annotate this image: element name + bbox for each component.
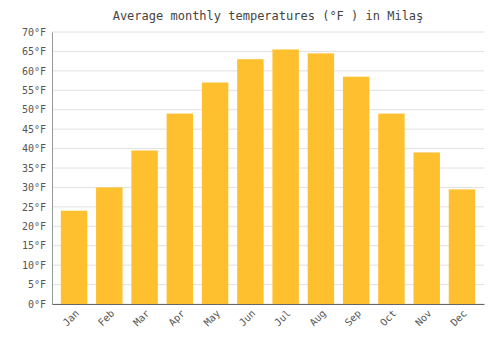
chart: 0°F 5°F 10°F 15°F 20°F 25°F 30°F 35°F 40°F 45°F 50… — [0, 0, 500, 350]
x-tick: Oct — [378, 304, 399, 328]
y-tick: 35°F — [22, 163, 52, 174]
x-tick: Jul — [272, 304, 293, 328]
x-axis-line — [53, 304, 485, 305]
y-tick-label: 10°F — [22, 260, 46, 271]
y-tick-label: 40°F — [22, 143, 46, 154]
bar — [449, 189, 475, 304]
x-tick-label: Oct — [378, 308, 399, 329]
y-tick: 50°F — [22, 104, 52, 115]
bar — [272, 49, 298, 304]
x-tick: Dec — [448, 304, 469, 328]
y-tick-label: 20°F — [22, 221, 46, 232]
bar — [413, 152, 439, 304]
bar — [61, 211, 87, 304]
grid-line — [52, 51, 484, 52]
y-axis: 0°F 5°F 10°F 15°F 20°F 25°F 30°F 35°F 40°F 45°F 50… — [22, 27, 53, 310]
x-tick-label: Apr — [166, 308, 187, 329]
x-tick-label: Jul — [272, 308, 293, 329]
x-tick-label: Sep — [343, 308, 364, 329]
grid-line — [52, 148, 484, 149]
x-tick: Nov — [413, 304, 434, 328]
x-tick: Feb — [96, 304, 117, 328]
y-tick: 25°F — [22, 202, 52, 213]
bar — [167, 114, 193, 304]
y-tick-label: 55°F — [22, 85, 46, 96]
x-tick: Aug — [307, 304, 328, 328]
y-tick: 60°F — [22, 66, 52, 77]
x-tick-label: Feb — [96, 308, 117, 329]
grid-line — [52, 129, 484, 130]
bar — [237, 59, 263, 304]
x-tick: Sep — [343, 304, 364, 328]
y-tick-label: 50°F — [22, 104, 46, 115]
y-tick: 30°F — [22, 182, 52, 193]
bar — [131, 151, 157, 304]
grid-line — [52, 32, 484, 33]
x-tick: Jun — [237, 304, 258, 328]
bar — [202, 83, 228, 304]
grid — [52, 32, 484, 304]
x-tick: Mar — [131, 304, 152, 328]
x-tick-label: Dec — [448, 308, 469, 329]
bars — [61, 49, 475, 304]
y-tick: 40°F — [22, 143, 52, 154]
x-tick-label: Jan — [61, 308, 82, 329]
plot-area: 0°F 5°F 10°F 15°F 20°F 25°F 30°F 35°F 40°F 45°F 50… — [22, 27, 485, 328]
x-tick-label: Nov — [413, 308, 434, 329]
bar — [308, 53, 334, 304]
y-tick-label: 30°F — [22, 182, 46, 193]
y-tick: 20°F — [22, 221, 52, 232]
y-tick-label: 15°F — [22, 240, 46, 251]
y-tick: 45°F — [22, 124, 52, 135]
y-tick: 15°F — [22, 240, 52, 251]
x-axis: Jan Feb Mar Apr May Jun Jul Aug Sep Oct Nov Dec — [53, 304, 485, 328]
y-tick-label: 5°F — [28, 279, 46, 290]
y-tick: 5°F — [28, 279, 52, 290]
y-tick: 0°F — [28, 299, 52, 310]
y-tick-label: 35°F — [22, 163, 46, 174]
y-tick-label: 65°F — [22, 46, 46, 57]
y-tick: 65°F — [22, 46, 52, 57]
y-tick-label: 25°F — [22, 202, 46, 213]
bar — [378, 114, 404, 304]
x-tick-label: Aug — [307, 308, 328, 329]
y-axis-line — [52, 33, 53, 305]
y-tick-label: 60°F — [22, 66, 46, 77]
x-tick-label: Jun — [237, 308, 258, 329]
y-tick-label: 45°F — [22, 124, 46, 135]
y-tick: 70°F — [22, 27, 52, 38]
x-tick-label: Mar — [131, 308, 152, 329]
y-tick-label: 0°F — [28, 299, 46, 310]
y-tick-label: 70°F — [22, 27, 46, 38]
grid-line — [52, 70, 484, 71]
x-tick: Apr — [166, 304, 187, 328]
title: Average monthly temperatures (°F ) in Mi… — [113, 9, 424, 23]
x-tick-label: May — [202, 308, 223, 329]
grid-line — [52, 109, 484, 110]
x-tick: Jan — [61, 304, 82, 328]
bar — [343, 77, 369, 304]
bar — [96, 187, 122, 304]
y-tick: 10°F — [22, 260, 52, 271]
y-tick: 55°F — [22, 85, 52, 96]
grid-line — [52, 90, 484, 91]
x-tick: May — [202, 304, 223, 328]
